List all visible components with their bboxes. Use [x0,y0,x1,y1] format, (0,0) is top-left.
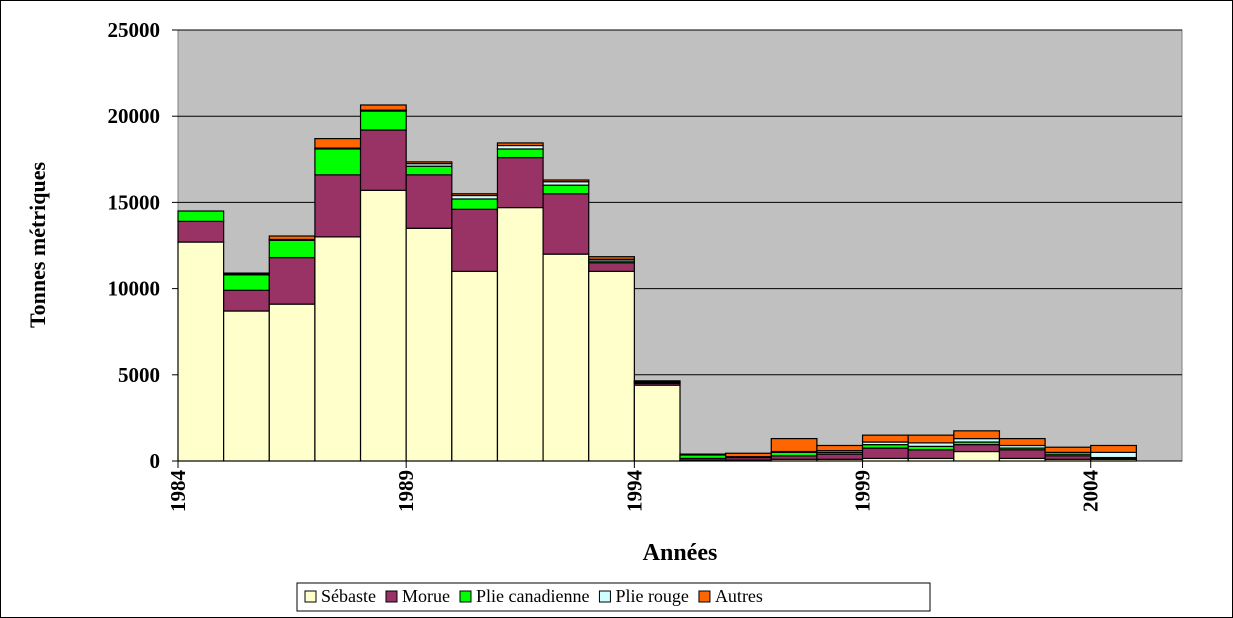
bar-segment [633,380,681,383]
bar-segment [223,289,270,312]
bar-segment [451,270,499,462]
x-tick-label: 1999 [851,470,875,512]
legend-swatch [598,590,611,603]
legend-label: Plie rouge [615,586,689,606]
y-tick-label: 15000 [108,190,161,214]
bar-segment [542,184,590,195]
x-axis-title: Années [643,540,718,566]
bar-segment [223,274,270,291]
bar-segment [542,193,590,255]
bar-segment [314,138,362,149]
y-tick-label: 25000 [108,18,161,42]
bar-segment [314,174,362,238]
legend [296,582,931,612]
bar-segment [953,444,1001,453]
bar-segment [588,270,635,462]
x-tick-label: 2004 [1079,470,1103,513]
bar-segment [451,193,499,197]
bar-segment [907,449,955,460]
legend-swatch [459,590,472,603]
bar-segment [496,206,544,462]
bar-segment [1044,446,1092,453]
legend-swatch [385,590,398,603]
bar-segment [953,450,1001,462]
bar-segment [314,236,362,462]
bar-segment [268,239,316,259]
bar-segment [314,148,362,176]
bar-segment [725,452,772,458]
bar-segment [405,161,453,165]
legend-label: Sébaste [321,586,376,606]
bar-segment [496,156,544,209]
y-tick-label: 20000 [108,104,161,128]
bar-segment [816,444,864,452]
bar-segment [496,148,544,159]
bar-segment [405,165,453,176]
bar-segment [861,447,909,460]
bar-segment [268,303,316,462]
y-axis-title: Tonnes métriques [25,162,50,328]
bar-segment [223,310,270,462]
x-tick-label: 1984 [166,470,190,513]
bar-segment [268,256,316,305]
bar-segment [177,220,225,243]
bar-segment [998,449,1046,460]
y-tick-label: 10000 [108,277,161,301]
legend-swatch [304,590,317,603]
bar-segment [588,262,635,272]
bar-segment [268,235,316,241]
bar-segment [451,198,499,210]
x-tick-label: 1994 [622,470,646,513]
bar-segment [359,104,407,111]
bar-segment [816,453,864,460]
bar-segment [953,430,1001,440]
bar-segment [496,142,544,147]
bar-segment [542,253,590,462]
bar-segment [405,174,453,229]
bar-segment [1090,444,1137,453]
bar-segment [770,437,818,453]
legend-label: Morue [402,586,450,606]
bar-segment [998,437,1046,447]
bar-segment [359,129,407,191]
bar-segment [405,227,453,462]
bar-segment [177,210,225,222]
bar-segment [359,189,407,462]
legend-label: Plie canadienne [476,586,589,606]
bar-segment [679,453,727,456]
bar-segment [223,272,270,275]
bar-segment [542,179,590,183]
legend-label: Autres [715,586,763,606]
bar-segment [1090,451,1137,459]
bar-segment [588,256,635,260]
bar-segment [451,208,499,272]
bar-segment [907,434,955,444]
y-tick-label: 0 [150,449,161,473]
bar-segment [633,384,681,462]
legend-swatch [698,590,711,603]
bar-segment [177,241,225,462]
bar-segment [359,110,407,131]
x-tick-label: 1989 [394,470,418,512]
bar-segment [861,434,909,443]
y-tick-label: 5000 [118,363,160,387]
